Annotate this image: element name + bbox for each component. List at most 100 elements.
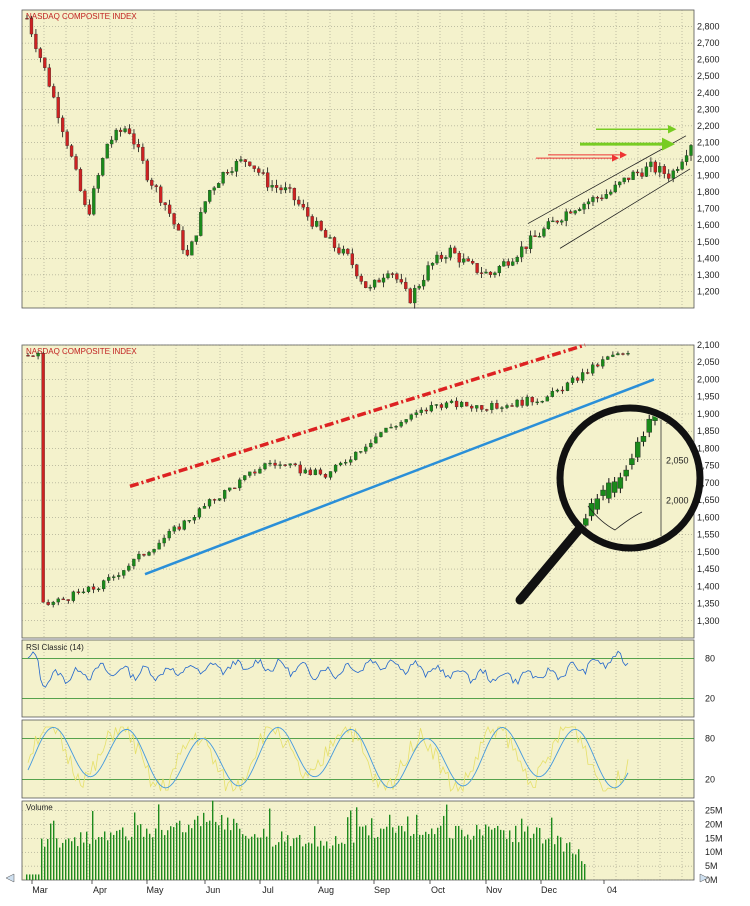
candle bbox=[560, 220, 564, 223]
volume-bar bbox=[248, 838, 250, 880]
candle bbox=[47, 67, 51, 87]
volume-bar bbox=[494, 828, 496, 880]
y-tick-label: 20 bbox=[705, 774, 715, 784]
volume-bar bbox=[245, 835, 247, 880]
magnifier-candle bbox=[611, 481, 618, 493]
candle bbox=[542, 228, 546, 237]
candle bbox=[484, 271, 488, 274]
candle bbox=[177, 526, 181, 530]
candle bbox=[222, 490, 227, 499]
volume-bar bbox=[260, 837, 262, 880]
volume-bar bbox=[437, 827, 439, 880]
candle bbox=[208, 190, 212, 202]
candle bbox=[354, 451, 358, 460]
y-tick-label: 1,950 bbox=[697, 392, 720, 402]
volume-bar bbox=[209, 820, 211, 880]
candle bbox=[671, 170, 675, 179]
candle bbox=[225, 172, 230, 174]
volume-bar bbox=[227, 817, 229, 880]
volume-bar bbox=[461, 829, 463, 880]
candle bbox=[265, 172, 270, 188]
candle bbox=[141, 146, 145, 161]
candle bbox=[159, 186, 163, 203]
y-tick-label: 1,300 bbox=[697, 270, 720, 280]
candle bbox=[500, 407, 504, 409]
volume-bar bbox=[584, 864, 586, 880]
candle bbox=[182, 520, 186, 530]
volume-bar bbox=[89, 843, 91, 880]
volume-bar bbox=[404, 831, 406, 880]
candle bbox=[66, 599, 70, 601]
candle bbox=[332, 237, 337, 248]
candle bbox=[430, 262, 435, 266]
volume-bar bbox=[557, 835, 559, 880]
volume-bar bbox=[146, 828, 148, 880]
candle bbox=[127, 565, 131, 571]
magnifier-candle bbox=[588, 503, 595, 517]
candle bbox=[92, 188, 96, 215]
x-tick-label: 04 bbox=[607, 885, 617, 895]
volume-bar bbox=[197, 815, 199, 880]
volume-bar bbox=[92, 810, 94, 880]
volume-bar bbox=[575, 854, 577, 880]
candle bbox=[520, 399, 524, 406]
volume-bar bbox=[188, 824, 190, 880]
candle bbox=[465, 401, 469, 407]
volume-bar bbox=[26, 874, 28, 880]
candle bbox=[233, 487, 237, 490]
volume-bar bbox=[551, 817, 553, 880]
candle bbox=[555, 389, 560, 392]
candle bbox=[52, 86, 56, 98]
candle bbox=[268, 462, 272, 465]
candle bbox=[26, 355, 30, 357]
candle bbox=[475, 263, 479, 273]
panel-title: NASDAQ COMPOSITE INDEX bbox=[26, 12, 137, 21]
candle bbox=[117, 575, 121, 577]
y-tick-label: 80 bbox=[705, 653, 715, 663]
candle bbox=[570, 377, 575, 383]
candle bbox=[417, 285, 421, 289]
candle bbox=[550, 391, 555, 397]
volume-bar bbox=[563, 851, 565, 880]
candle bbox=[525, 396, 529, 406]
volume-bar bbox=[572, 853, 574, 880]
candle bbox=[154, 185, 158, 187]
x-tick-label: Aug bbox=[318, 885, 334, 895]
candle bbox=[239, 159, 243, 162]
candle bbox=[83, 190, 87, 205]
candle bbox=[105, 143, 109, 159]
volume-bar bbox=[170, 826, 172, 880]
candle bbox=[537, 236, 542, 238]
arrow-red-2-head bbox=[620, 151, 627, 159]
candle bbox=[369, 442, 373, 448]
candle bbox=[435, 254, 439, 264]
volume-bar bbox=[218, 825, 220, 880]
candle bbox=[379, 432, 383, 437]
candle bbox=[34, 33, 38, 49]
volume-bar bbox=[200, 826, 202, 880]
candle bbox=[495, 403, 499, 409]
y-tick-label: 1,600 bbox=[697, 512, 720, 522]
panel-title: RSI Classic (14) bbox=[26, 643, 84, 652]
arrow-green-thin-head bbox=[668, 124, 677, 134]
y-tick-label: 1,900 bbox=[697, 409, 720, 419]
volume-bar bbox=[239, 828, 241, 880]
candle bbox=[424, 409, 428, 412]
y-tick-label: 2,000 bbox=[697, 154, 720, 164]
candle bbox=[565, 382, 570, 391]
volume-bar bbox=[311, 843, 313, 880]
candle bbox=[172, 213, 176, 225]
candle bbox=[404, 281, 408, 289]
candle bbox=[185, 249, 190, 256]
volume-bar bbox=[113, 834, 115, 880]
candle bbox=[303, 469, 307, 474]
volume-bar bbox=[116, 830, 118, 880]
price-panel-recent: 1,300 1,350 1,400 1,450 1,500 1,550 1,600 1,650… bbox=[21, 340, 720, 639]
volume-bar bbox=[41, 838, 43, 880]
stochastic-panel: 80 20 bbox=[21, 719, 715, 799]
volume-bar bbox=[470, 839, 472, 880]
y-tick-label: 1,850 bbox=[697, 426, 720, 436]
candle bbox=[580, 372, 585, 381]
candle bbox=[212, 499, 217, 501]
candle bbox=[258, 468, 262, 474]
